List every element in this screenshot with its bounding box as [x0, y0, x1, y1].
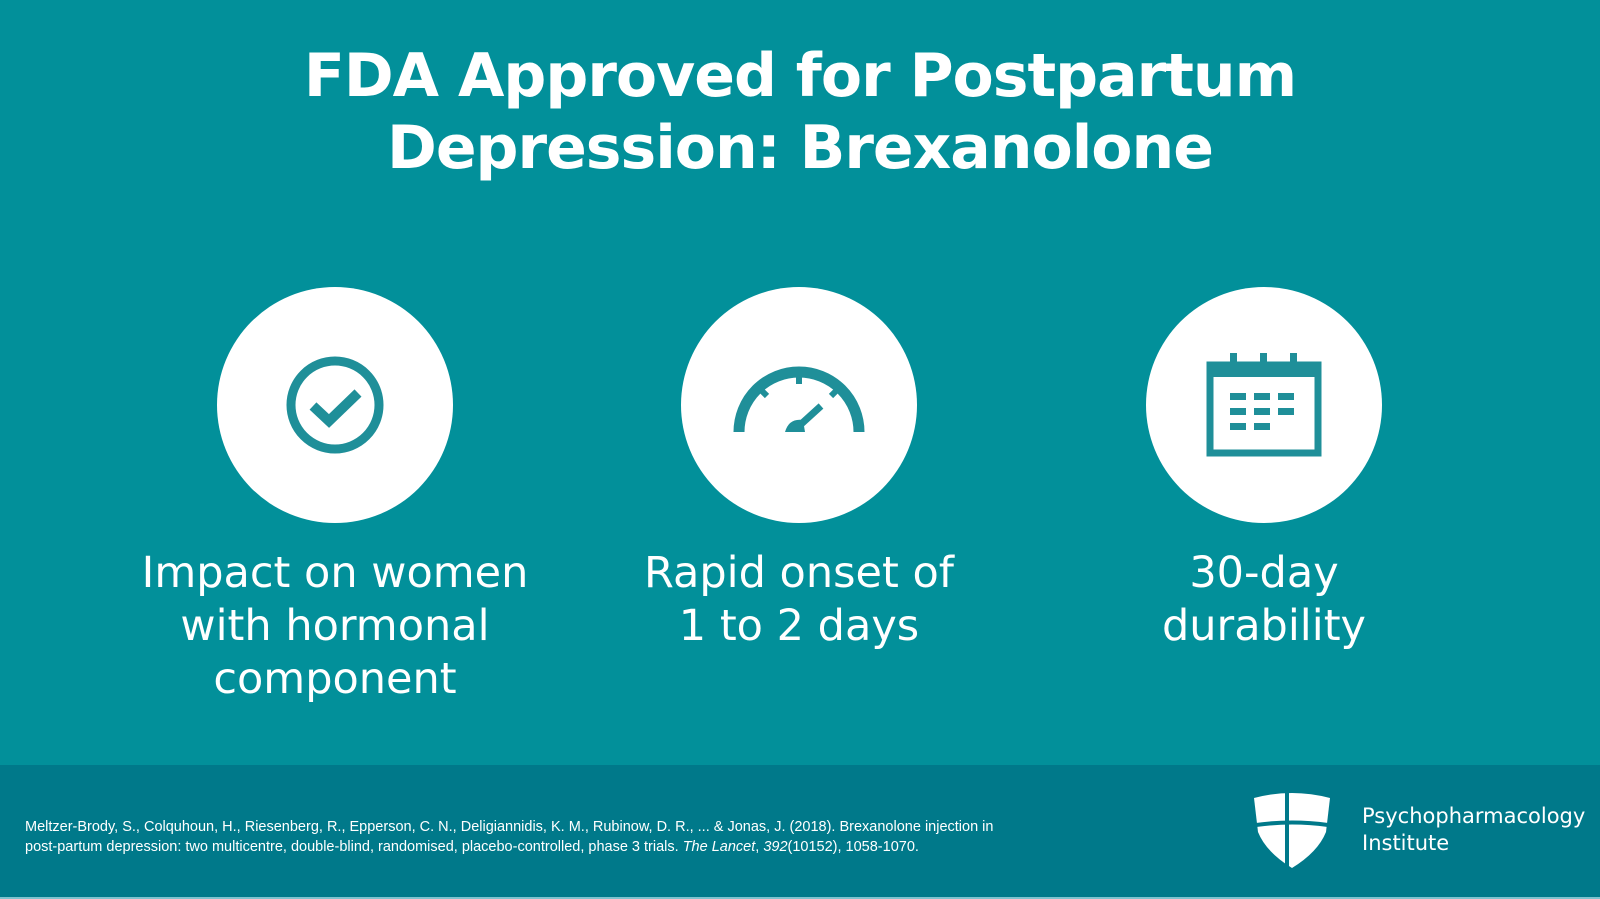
- speedometer-icon: [733, 366, 865, 433]
- citation-text: post-partum depression: two multicentre,…: [25, 839, 683, 855]
- label-line: durability: [1161, 601, 1367, 651]
- label-line: 30-day: [1189, 548, 1339, 598]
- footer: Meltzer-Brody, S., Colquhoun, H., Riesen…: [0, 765, 1600, 897]
- feature-label: 30-day durability: [1054, 547, 1474, 653]
- feature-rapid-onset: Rapid onset of 1 to 2 days: [589, 287, 1009, 653]
- citation-pages: (10152), 1058-1070.: [787, 839, 919, 855]
- shield-cross-icon: [1254, 792, 1330, 868]
- feature-durability: 30-day durability: [1054, 287, 1474, 653]
- psychopharmacology-institute-logo: Psychopharmacology Institute: [1252, 792, 1585, 868]
- icon-circle: [681, 287, 917, 523]
- title-line-1: FDA Approved for Postpartum: [303, 41, 1297, 111]
- label-line: Impact on women: [141, 548, 529, 598]
- calendar-icon: [1206, 353, 1322, 457]
- logo-line-1: Psychopharmacology: [1362, 804, 1586, 828]
- feature-label: Impact on women with hormonal component: [125, 547, 545, 706]
- check-circle-icon: [286, 356, 384, 454]
- footer-bottom-strip: [0, 897, 1600, 899]
- logo-line-2: Institute: [1362, 831, 1450, 855]
- title-line-2: Depression: Brexanolone: [387, 113, 1214, 183]
- citation-sep: ,: [755, 839, 764, 855]
- icon-circle: [217, 287, 453, 523]
- citation-line-2: post-partum depression: two multicentre,…: [25, 837, 1105, 857]
- feature-hormonal-impact: Impact on women with hormonal component: [125, 287, 545, 706]
- logo-text: Psychopharmacology Institute: [1362, 803, 1585, 857]
- label-line: with hormonal: [180, 601, 490, 651]
- slide-title: FDA Approved for Postpartum Depression: …: [0, 40, 1600, 184]
- label-line: 1 to 2 days: [678, 601, 920, 651]
- citation-journal: The Lancet: [682, 839, 756, 855]
- citation: Meltzer-Brody, S., Colquhoun, H., Riesen…: [25, 817, 1105, 857]
- label-line: Rapid onset of: [644, 548, 954, 598]
- citation-line-1: Meltzer-Brody, S., Colquhoun, H., Riesen…: [25, 819, 994, 835]
- feature-label: Rapid onset of 1 to 2 days: [589, 547, 1009, 653]
- citation-volume: 392: [763, 839, 788, 855]
- icon-circle: [1146, 287, 1382, 523]
- label-line: component: [213, 654, 457, 704]
